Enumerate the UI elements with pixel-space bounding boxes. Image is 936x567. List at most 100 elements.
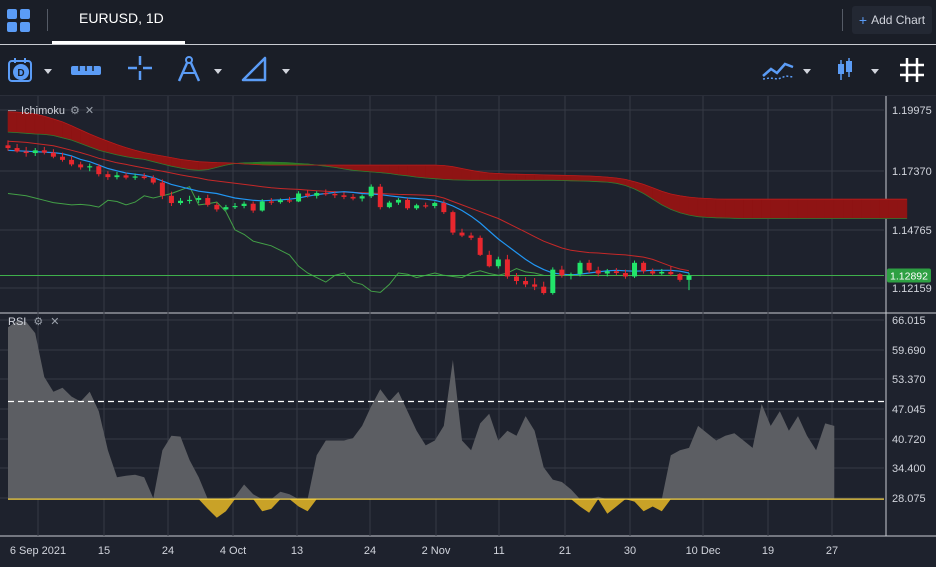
ichimoku-lines <box>0 140 884 293</box>
rsi-oversold-area <box>8 499 835 518</box>
time-axis-label: 11 <box>493 545 504 557</box>
kumo-bear-segment <box>715 198 726 219</box>
candle-body <box>205 198 211 205</box>
candle-body <box>114 175 120 178</box>
senkou-span-a <box>7 131 907 219</box>
draw-tools-icon[interactable] <box>241 56 267 87</box>
candle-body <box>595 270 601 274</box>
divider <box>842 9 843 31</box>
candle-body <box>223 207 229 210</box>
candle-body <box>168 195 174 204</box>
chevron-down-icon[interactable] <box>871 69 879 74</box>
close-icon[interactable]: ✕ <box>84 105 95 117</box>
kumo-bear-segment <box>752 198 762 219</box>
kumo-bear-segment <box>815 198 826 219</box>
chevron-down-icon[interactable] <box>803 69 811 74</box>
kumo-bear-segment <box>779 198 790 219</box>
drawing-toolbar: D <box>0 45 936 96</box>
kumo-bear-segment <box>679 195 690 216</box>
close-icon[interactable]: ✕ <box>50 316 60 328</box>
kumo-bear-segment <box>806 198 817 219</box>
candlestick-icon[interactable] <box>836 57 854 88</box>
kumo-bear-segment <box>870 198 880 219</box>
kumo-bear-segment <box>525 174 535 181</box>
grid-icon[interactable] <box>899 57 925 88</box>
candle-body <box>5 145 11 149</box>
kumo-bear-segment <box>361 164 372 173</box>
active-tab-indicator <box>52 41 185 44</box>
kumo-bear-segment <box>888 198 899 219</box>
candle-body <box>504 259 510 277</box>
candle-body <box>395 199 401 203</box>
divider <box>47 9 48 31</box>
kumo-bear-segment <box>797 198 808 219</box>
candle-body <box>423 205 429 207</box>
kumo-bear-segment <box>788 198 799 219</box>
measure-icon[interactable] <box>70 64 102 83</box>
ichimoku-cloud <box>7 111 908 219</box>
kumo-bear-segment <box>189 160 199 171</box>
candle-body <box>641 262 647 272</box>
kumo-bear-segment <box>488 172 499 181</box>
legend-line-icon <box>8 110 16 111</box>
kumo-bear-segment <box>398 164 408 177</box>
kumo-bear-segment <box>379 164 390 174</box>
settings-icon[interactable]: ⚙ <box>33 316 44 328</box>
chart-tab-title[interactable]: EURUSD, 1D <box>79 10 164 26</box>
candle-body <box>459 232 465 236</box>
rsi-label[interactable]: RSI <box>8 315 27 328</box>
drawing-compass-icon[interactable] <box>176 55 202 88</box>
time-axis-label: 10 Dec <box>686 545 721 557</box>
candle-body <box>604 271 610 274</box>
candle-body <box>613 271 619 274</box>
candle-body <box>432 203 438 206</box>
price-axis-label: 1.19975 <box>892 105 932 117</box>
tenkan-sen <box>7 149 690 276</box>
candle-body <box>523 281 529 285</box>
indicators-icon[interactable] <box>762 58 794 85</box>
kumo-bear-segment <box>579 175 590 182</box>
time-axis-label: 2 Nov <box>422 545 451 557</box>
kumo-bear-segment <box>516 173 526 181</box>
candle-body <box>532 284 538 287</box>
grid-lines <box>0 96 936 537</box>
kumo-bear-segment <box>743 198 753 219</box>
candle-body <box>368 186 374 197</box>
candle-body <box>50 152 56 157</box>
candle-body <box>314 193 320 196</box>
kumo-bear-segment <box>725 198 735 219</box>
rsi-series <box>8 320 884 518</box>
crosshair-icon[interactable] <box>127 55 153 86</box>
price-axis-label: 1.14765 <box>892 225 932 237</box>
time-axis-label: 24 <box>162 545 174 557</box>
candle-body <box>477 237 483 255</box>
candle-body <box>250 203 256 211</box>
price-axis-label: 1.12159 <box>892 283 932 295</box>
candle-body <box>96 166 102 175</box>
candle-body <box>259 201 265 211</box>
kumo-bear-segment <box>588 175 599 182</box>
candle-body <box>105 174 111 178</box>
chevron-down-icon[interactable] <box>282 69 290 74</box>
candle-body <box>159 182 165 196</box>
candle-body <box>377 186 383 208</box>
rsi-legend: RSI ⚙ ✕ <box>8 315 60 329</box>
add-chart-button[interactable]: + Add Chart <box>852 6 932 34</box>
rsi-axis-label: 66.015 <box>892 315 926 327</box>
candle-body <box>686 275 692 280</box>
chart-canvas[interactable]: 6 Sep 2021 15 24 4 Oct 13 24 2 Nov 11 21 30 10 Dec… <box>0 96 936 567</box>
interval-d-icon[interactable]: D <box>7 57 35 90</box>
chevron-down-icon[interactable] <box>44 69 52 74</box>
candle-body <box>132 176 138 178</box>
kumo-bear-segment <box>833 198 844 219</box>
settings-icon[interactable]: ⚙ <box>70 105 80 117</box>
ichimoku-label[interactable]: Ichimoku <box>21 104 66 117</box>
plus-icon: + <box>858 12 868 28</box>
candle-body <box>350 196 356 199</box>
candle-body <box>668 271 674 275</box>
candle-body <box>14 148 20 152</box>
chevron-down-icon[interactable] <box>214 69 222 74</box>
candle-body <box>386 202 392 208</box>
candle-body <box>541 286 547 294</box>
grid-layout-icon[interactable] <box>6 8 32 34</box>
